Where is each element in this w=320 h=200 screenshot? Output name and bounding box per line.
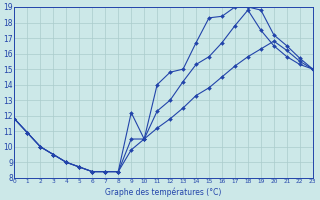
- X-axis label: Graphe des températures (°C): Graphe des températures (°C): [106, 187, 222, 197]
